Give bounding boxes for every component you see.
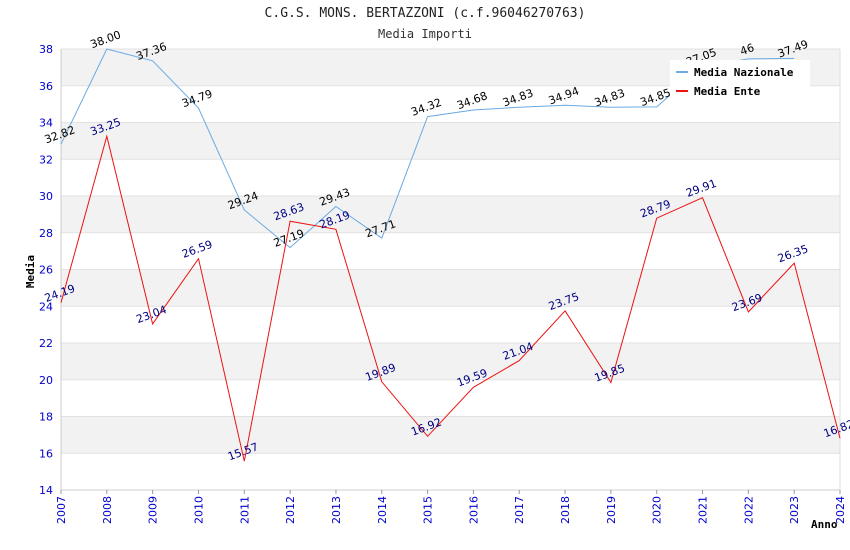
x-tick-label: 2012 xyxy=(284,496,297,524)
data-label: 38.00 xyxy=(89,28,123,51)
y-tick-label: 32 xyxy=(39,153,53,166)
data-label: 34.83 xyxy=(501,86,535,109)
y-tick-label: 34 xyxy=(39,117,53,130)
data-label: 34.83 xyxy=(593,86,627,109)
y-axis-label: Media xyxy=(24,255,37,288)
legend-box xyxy=(670,60,810,100)
x-tick-label: 2015 xyxy=(422,496,435,524)
grid-band xyxy=(61,416,840,454)
data-label: 34.94 xyxy=(547,84,581,107)
legend-label: Media Ente xyxy=(694,85,761,98)
grid-band xyxy=(61,122,840,160)
series-lines xyxy=(60,48,841,462)
x-tick-label: 2009 xyxy=(147,496,160,524)
y-tick-label: 26 xyxy=(39,264,53,277)
data-label: 26.35 xyxy=(776,242,810,265)
x-tick-label: 2011 xyxy=(238,496,251,524)
grid-bands xyxy=(61,48,840,491)
legend-label: Media Nazionale xyxy=(694,66,794,79)
y-tick-label: 18 xyxy=(39,411,53,424)
chart-title: C.G.S. MONS. BERTAZZONI (c.f.96046270763… xyxy=(264,6,586,21)
x-tick-label: 2020 xyxy=(651,496,664,524)
y-tick-labels: 14 16 18 20 22 24 26 28 30 32 34 36 38 xyxy=(39,43,53,497)
x-tick-label: 2018 xyxy=(559,496,572,524)
grid-band xyxy=(61,269,840,307)
x-tick-label: 2022 xyxy=(742,496,755,524)
x-tick-label: 2008 xyxy=(101,496,114,524)
x-tick-label: 2023 xyxy=(788,496,801,524)
chart-subtitle: Media Importi xyxy=(378,27,472,41)
axes xyxy=(60,49,841,494)
x-tick-label: 2010 xyxy=(192,496,205,524)
y-tick-label: 36 xyxy=(39,80,53,93)
x-axis-label: Anno xyxy=(811,518,838,531)
x-tick-label: 2007 xyxy=(55,496,68,524)
data-label: 34.68 xyxy=(455,89,489,112)
x-tick-label: 2024 xyxy=(834,496,847,524)
y-tick-label: 28 xyxy=(39,227,53,240)
legend: Media Nazionale Media Ente xyxy=(670,60,810,100)
series-line-media-ente xyxy=(60,134,841,462)
y-tick-label: 16 xyxy=(39,447,53,460)
data-label: 26.59 xyxy=(180,238,214,261)
x-tick-label: 2016 xyxy=(467,496,480,524)
y-tick-label: 22 xyxy=(39,337,53,350)
data-label: 34.85 xyxy=(638,86,672,109)
x-tick-label: 2019 xyxy=(605,496,618,524)
x-tick-label: 2021 xyxy=(697,496,710,524)
y-tick-label: 24 xyxy=(39,300,53,313)
x-tick-labels: 2007 2008 2009 2010 2011 2012 2013 2014 2015 2016… xyxy=(55,496,847,524)
data-label: 46 xyxy=(738,41,756,58)
y-tick-label: 14 xyxy=(39,484,53,497)
grid-band xyxy=(61,196,840,233)
x-tick-label: 2017 xyxy=(513,496,526,524)
grid-band xyxy=(61,343,840,380)
y-tick-label: 20 xyxy=(39,374,53,387)
y-tick-label: 30 xyxy=(39,190,53,203)
y-tick-label: 38 xyxy=(39,43,53,56)
x-tick-label: 2014 xyxy=(376,496,389,524)
x-tick-label: 2013 xyxy=(330,496,343,524)
